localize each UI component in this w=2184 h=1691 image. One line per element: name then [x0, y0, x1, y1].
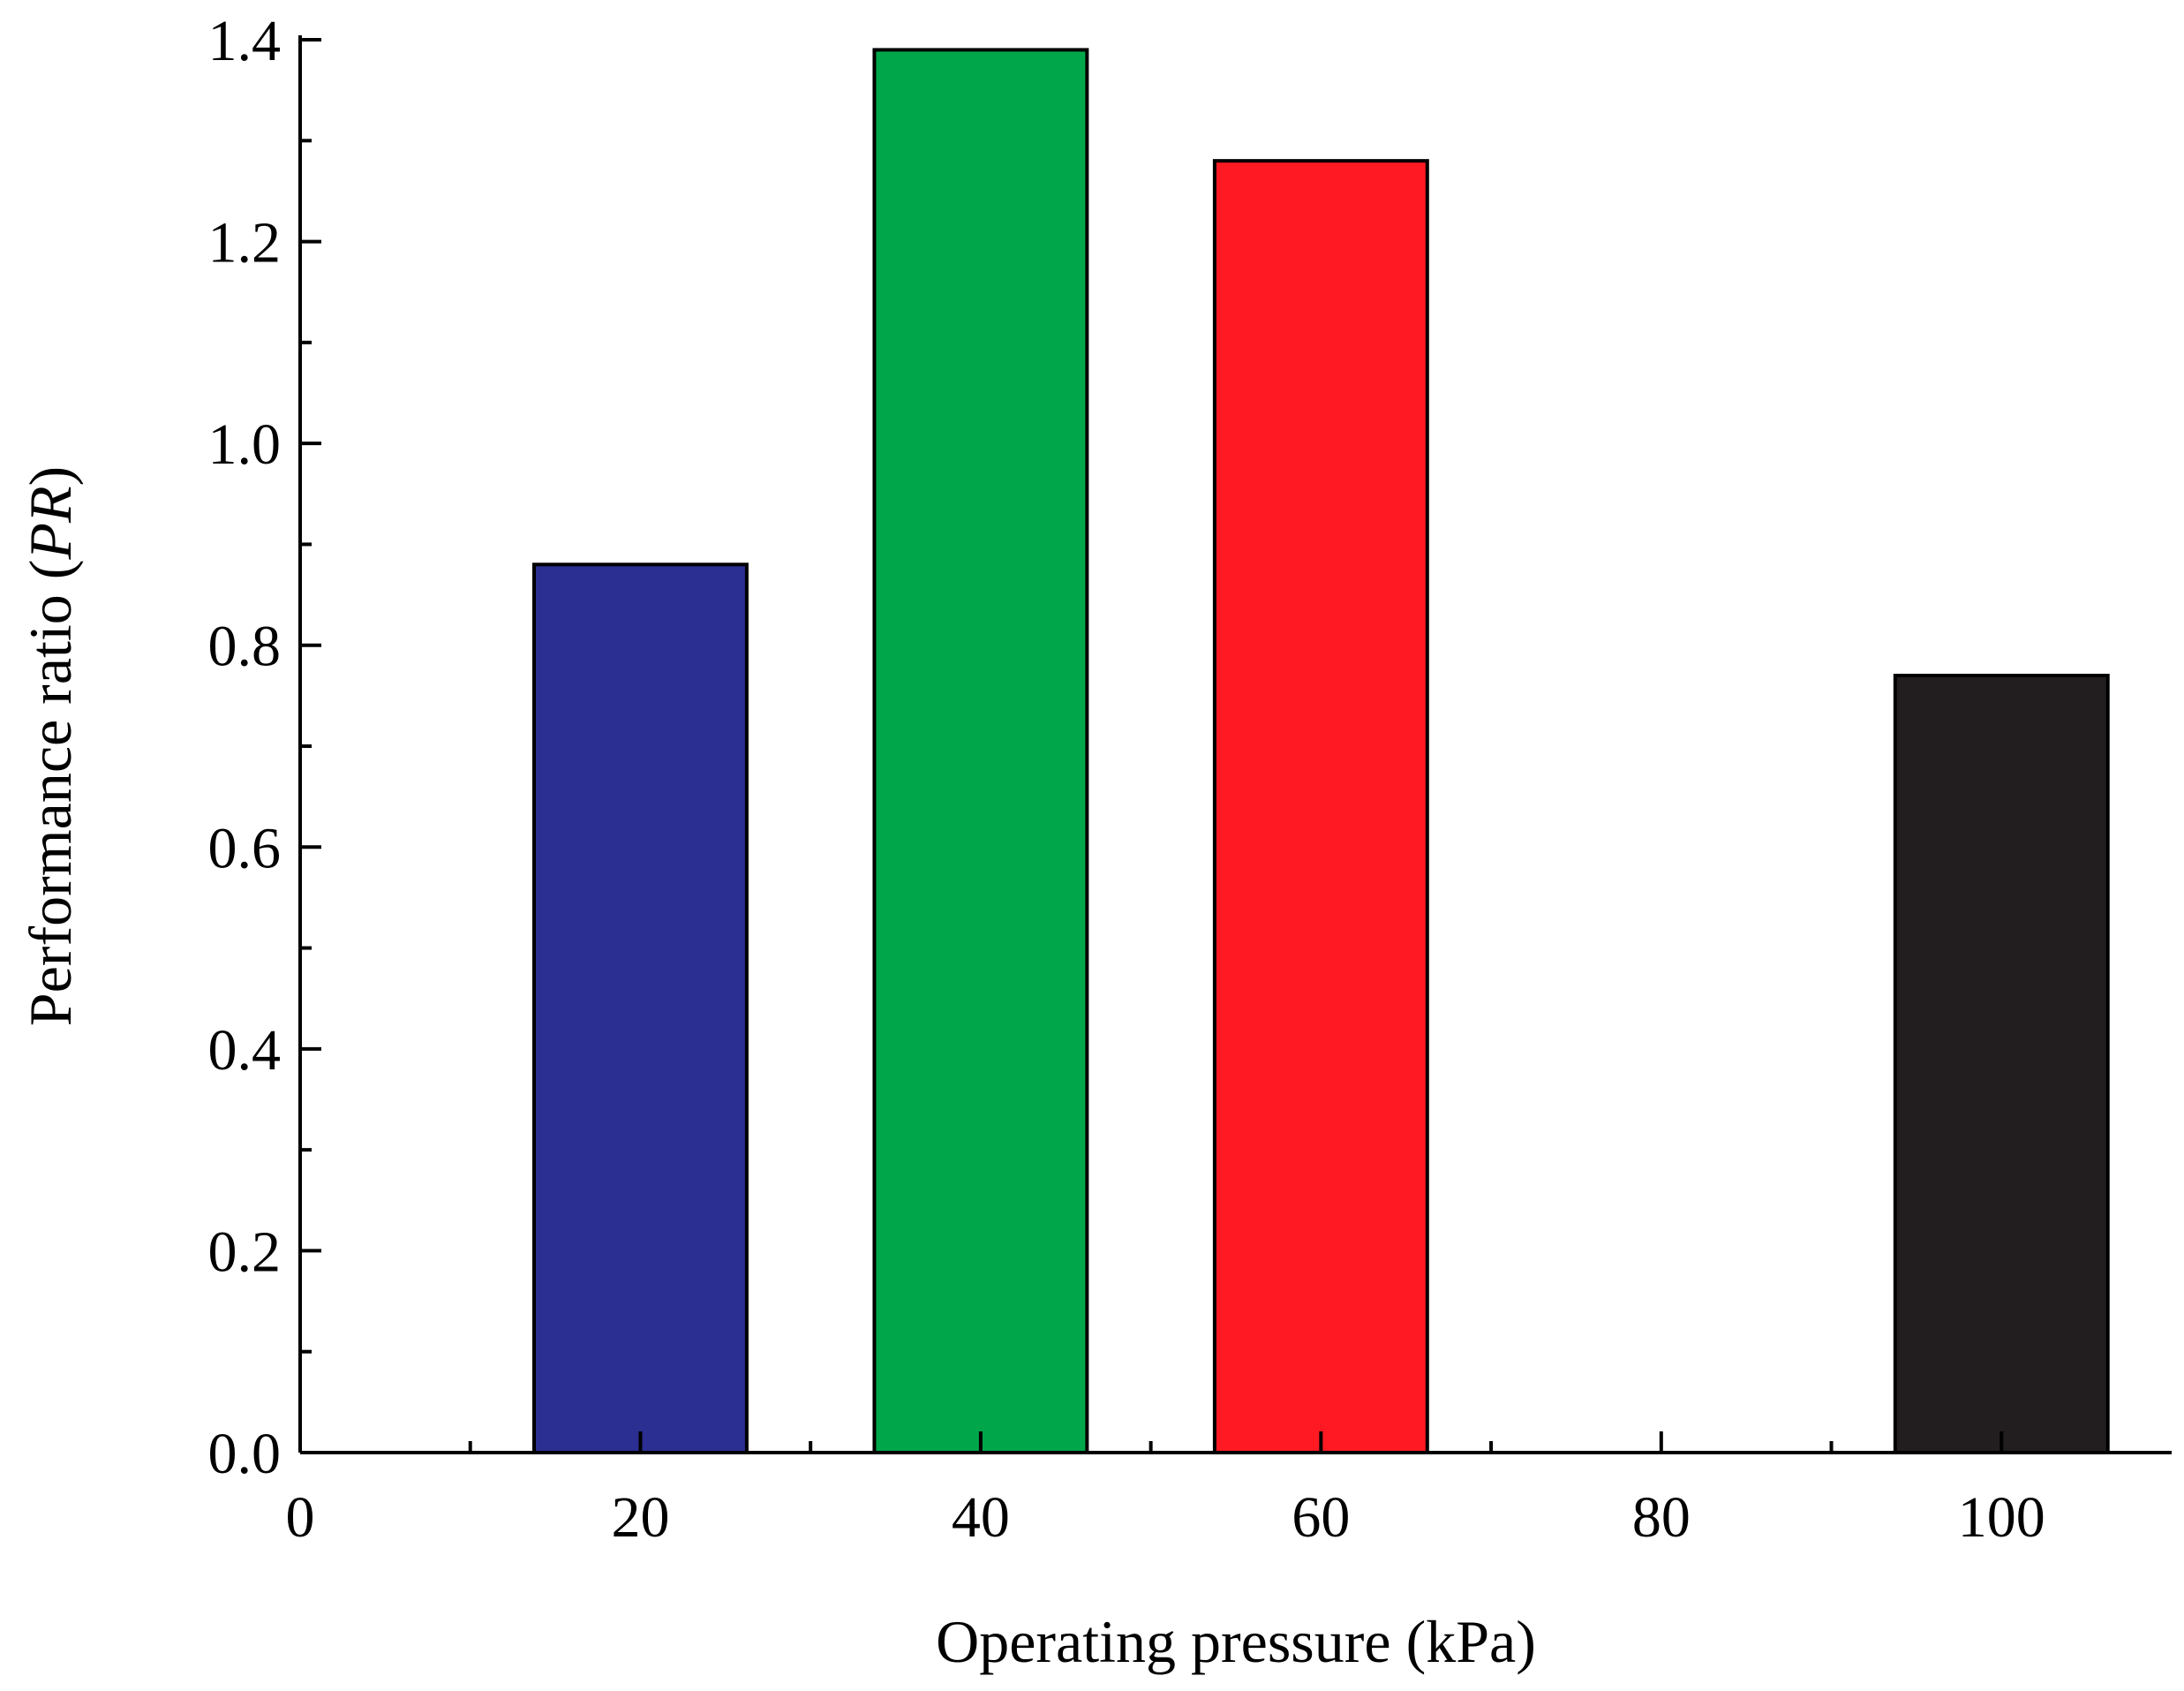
x-axis-title: Operating pressure (kPa) — [936, 1608, 1536, 1675]
y-axis-title-close: ) — [17, 466, 84, 487]
y-tick-label: 0.2 — [208, 1219, 282, 1284]
y-tick-label: 1.2 — [208, 211, 282, 276]
y-tick-label: 1.4 — [208, 9, 282, 73]
bar-20 — [532, 562, 749, 1454]
x-tick-label: 40 — [952, 1485, 1010, 1550]
y-tick-label: 0.0 — [208, 1422, 282, 1486]
y-tick-label: 0.8 — [208, 615, 282, 679]
y-axis-title: Performance ratio (PR) — [17, 466, 84, 1026]
axes-group — [298, 35, 2172, 1454]
tick-labels-group: 0.0 0.2 0.4 0.6 0.8 1.0 1.2 1.4 0 20 40 60 80 100 — [208, 9, 2045, 1550]
bar-40 — [872, 48, 1089, 1454]
x-tick-label: 20 — [611, 1485, 669, 1550]
y-tick-label: 0.4 — [208, 1018, 282, 1083]
bars-group — [532, 48, 2110, 1455]
x-tick-label: 0 — [286, 1485, 315, 1550]
ticks-group — [298, 38, 2004, 1454]
x-tick-label: 60 — [1292, 1485, 1350, 1550]
y-axis-title-main: Performance ratio ( — [17, 560, 84, 1027]
x-tick-label: 80 — [1632, 1485, 1691, 1550]
y-tick-label: 0.6 — [208, 816, 282, 880]
x-tick-label: 100 — [1958, 1485, 2045, 1550]
y-tick-label: 1.0 — [208, 412, 282, 477]
bar-60 — [1212, 159, 1429, 1455]
bar-100 — [1893, 674, 2110, 1454]
y-axis-title-italic: PR — [17, 486, 84, 560]
